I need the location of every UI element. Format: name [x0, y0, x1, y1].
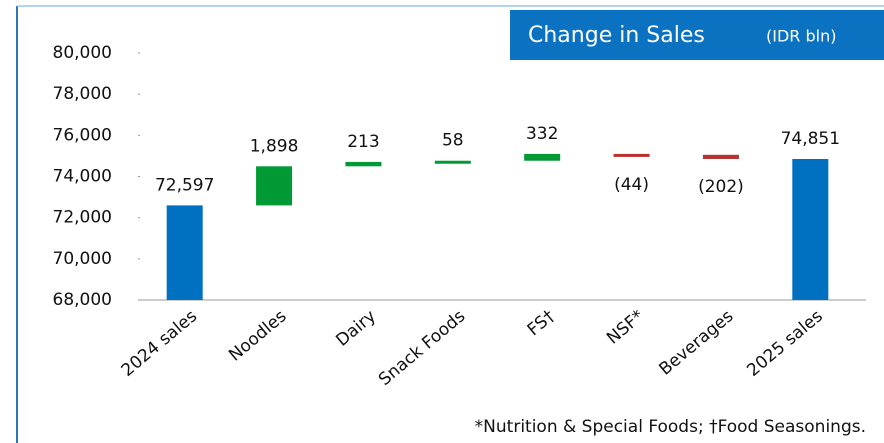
x-tick-label: Beverages — [655, 306, 737, 379]
x-tick-label: 2025 sales — [743, 306, 826, 381]
bar — [613, 153, 650, 157]
value-label: 58 — [442, 131, 464, 151]
title-box — [510, 10, 884, 60]
x-tick-label: 2024 sales — [118, 306, 201, 381]
bar — [166, 205, 203, 300]
chart-title: Change in Sales — [528, 23, 705, 48]
value-label: (44) — [614, 175, 649, 195]
x-tick-label: Dairy — [332, 306, 380, 350]
value-label: 332 — [526, 124, 558, 144]
bar — [792, 158, 829, 300]
bar — [345, 161, 382, 167]
y-tick-label: 70,000 — [53, 249, 112, 269]
value-label: 72,597 — [155, 175, 214, 195]
value-label: (202) — [698, 177, 744, 197]
value-label: 213 — [347, 132, 379, 152]
bar — [524, 153, 561, 161]
y-tick-label: 76,000 — [53, 125, 112, 145]
value-label: 1,898 — [250, 136, 299, 156]
footnote: *Nutrition & Special Foods; †Food Season… — [475, 417, 866, 437]
y-tick-label: 78,000 — [53, 84, 112, 104]
bar — [702, 154, 739, 159]
x-tick-label: FS† — [524, 306, 559, 340]
value-label: 74,851 — [781, 129, 840, 149]
chart-subtitle: (IDR bln) — [766, 27, 836, 46]
y-tick-label: 80,000 — [53, 43, 112, 63]
y-tick-label: 72,000 — [53, 208, 112, 228]
bar — [256, 166, 293, 206]
x-tick-label: Snack Foods — [375, 306, 469, 390]
bar — [434, 160, 471, 164]
x-tick-label: Noodles — [225, 306, 290, 365]
y-tick-label: 74,000 — [53, 167, 112, 187]
y-tick-label: 68,000 — [53, 290, 112, 310]
x-tick-label: NSF* — [603, 306, 648, 348]
